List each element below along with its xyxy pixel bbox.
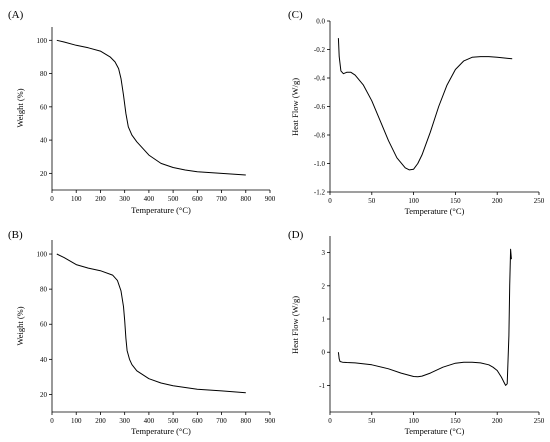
x-tick-label: 200 — [95, 417, 106, 425]
y-tick-label: 0 — [322, 349, 326, 357]
y-axis-label: Heat Flow (W/g) — [290, 78, 300, 136]
panel-label: (A) — [8, 9, 24, 21]
y-tick-label: -0.4 — [314, 75, 326, 83]
x-tick-label: 100 — [71, 195, 82, 203]
x-tick-label: 300 — [119, 417, 130, 425]
x-tick-label: 900 — [265, 195, 276, 203]
x-tick-label: 0 — [328, 417, 332, 425]
chart-panel-1: 0 100 200 300 400 500 600 700 800 900 20 40 60 80 100 T… — [8, 9, 276, 215]
x-tick-label: 250 — [534, 417, 545, 425]
x-tick-label: 200 — [95, 195, 106, 203]
y-axis-label: Weight (%) — [15, 306, 25, 345]
y-tick-label: -1.2 — [314, 189, 326, 197]
x-axis-label: Temperature (°C) — [131, 205, 191, 215]
y-tick-label: 40 — [40, 137, 48, 145]
x-tick-label: 700 — [216, 195, 227, 203]
x-tick-label: 800 — [241, 417, 252, 425]
x-tick-label: 50 — [368, 417, 376, 425]
x-tick-label: 100 — [408, 417, 419, 425]
panel-label: (C) — [288, 9, 303, 21]
y-tick-label: -0.6 — [314, 103, 326, 111]
data-curve — [337, 248, 512, 386]
axis-lines — [51, 240, 270, 413]
y-tick-label: 80 — [40, 286, 48, 294]
x-axis-label: Temperature (°C) — [405, 206, 465, 216]
y-tick-label: 20 — [40, 170, 48, 178]
y-tick-label: 0.0 — [316, 18, 325, 26]
y-tick-label: 80 — [40, 70, 48, 78]
y-tick-label: -1.0 — [314, 160, 326, 168]
x-tick-label: 250 — [534, 197, 545, 205]
x-tick-label: 600 — [192, 417, 203, 425]
axis-lines — [51, 27, 270, 191]
x-axis-label: Temperature (°C) — [405, 426, 465, 436]
x-tick-label: 0 — [328, 197, 332, 205]
x-tick-label: 500 — [168, 417, 179, 425]
chart-panel-4: 0 50 100 150 200 250 -1 0 1 2 3 Temperature (°C) Hea… — [288, 229, 545, 436]
x-tick-label: 400 — [144, 417, 155, 425]
x-tick-label: 50 — [368, 197, 376, 205]
y-tick-label: 2 — [322, 282, 326, 290]
x-tick-label: 200 — [492, 417, 503, 425]
chart-panel-3: 0 100 200 300 400 500 600 700 800 900 20 40 60 80 100 T… — [8, 229, 276, 436]
data-curve — [337, 38, 513, 171]
panel-label: (B) — [8, 229, 23, 241]
data-curve — [56, 39, 246, 176]
x-tick-label: 400 — [144, 195, 155, 203]
x-tick-label: 600 — [192, 195, 203, 203]
x-tick-label: 0 — [50, 195, 54, 203]
y-axis-label: Weight (%) — [15, 88, 25, 127]
y-tick-label: -1 — [319, 382, 325, 390]
y-tick-label: 100 — [37, 251, 48, 259]
y-tick-label: 60 — [40, 321, 48, 329]
x-tick-label: 700 — [216, 417, 227, 425]
y-tick-label: -0.8 — [314, 132, 326, 140]
y-axis-label: Heat Flow (W/g) — [290, 296, 300, 354]
panel-label: (D) — [288, 229, 304, 241]
x-tick-label: 0 — [50, 417, 54, 425]
chart-panel-2: 0 50 100 150 200 250 -1.2 -1.0 -0.8 -0.6 -0.4 -0.2 0… — [288, 9, 545, 216]
y-tick-label: 60 — [40, 103, 48, 111]
x-tick-label: 150 — [450, 417, 461, 425]
x-tick-label: 900 — [265, 417, 276, 425]
x-tick-label: 300 — [119, 195, 130, 203]
y-tick-label: 1 — [322, 316, 326, 324]
x-tick-label: 500 — [168, 195, 179, 203]
x-axis-label: Temperature (°C) — [131, 426, 191, 436]
data-curve — [56, 253, 246, 394]
y-tick-label: 100 — [37, 37, 48, 45]
x-tick-label: 100 — [71, 417, 82, 425]
axis-lines — [329, 236, 539, 413]
y-tick-label: 3 — [322, 249, 326, 257]
y-tick-label: 20 — [40, 391, 48, 399]
x-tick-label: 800 — [241, 195, 252, 203]
axis-lines — [329, 21, 539, 193]
y-tick-label: -0.2 — [314, 46, 326, 54]
x-tick-label: 150 — [450, 197, 461, 205]
y-tick-label: 40 — [40, 356, 48, 364]
x-tick-label: 100 — [408, 197, 419, 205]
x-tick-label: 200 — [492, 197, 503, 205]
